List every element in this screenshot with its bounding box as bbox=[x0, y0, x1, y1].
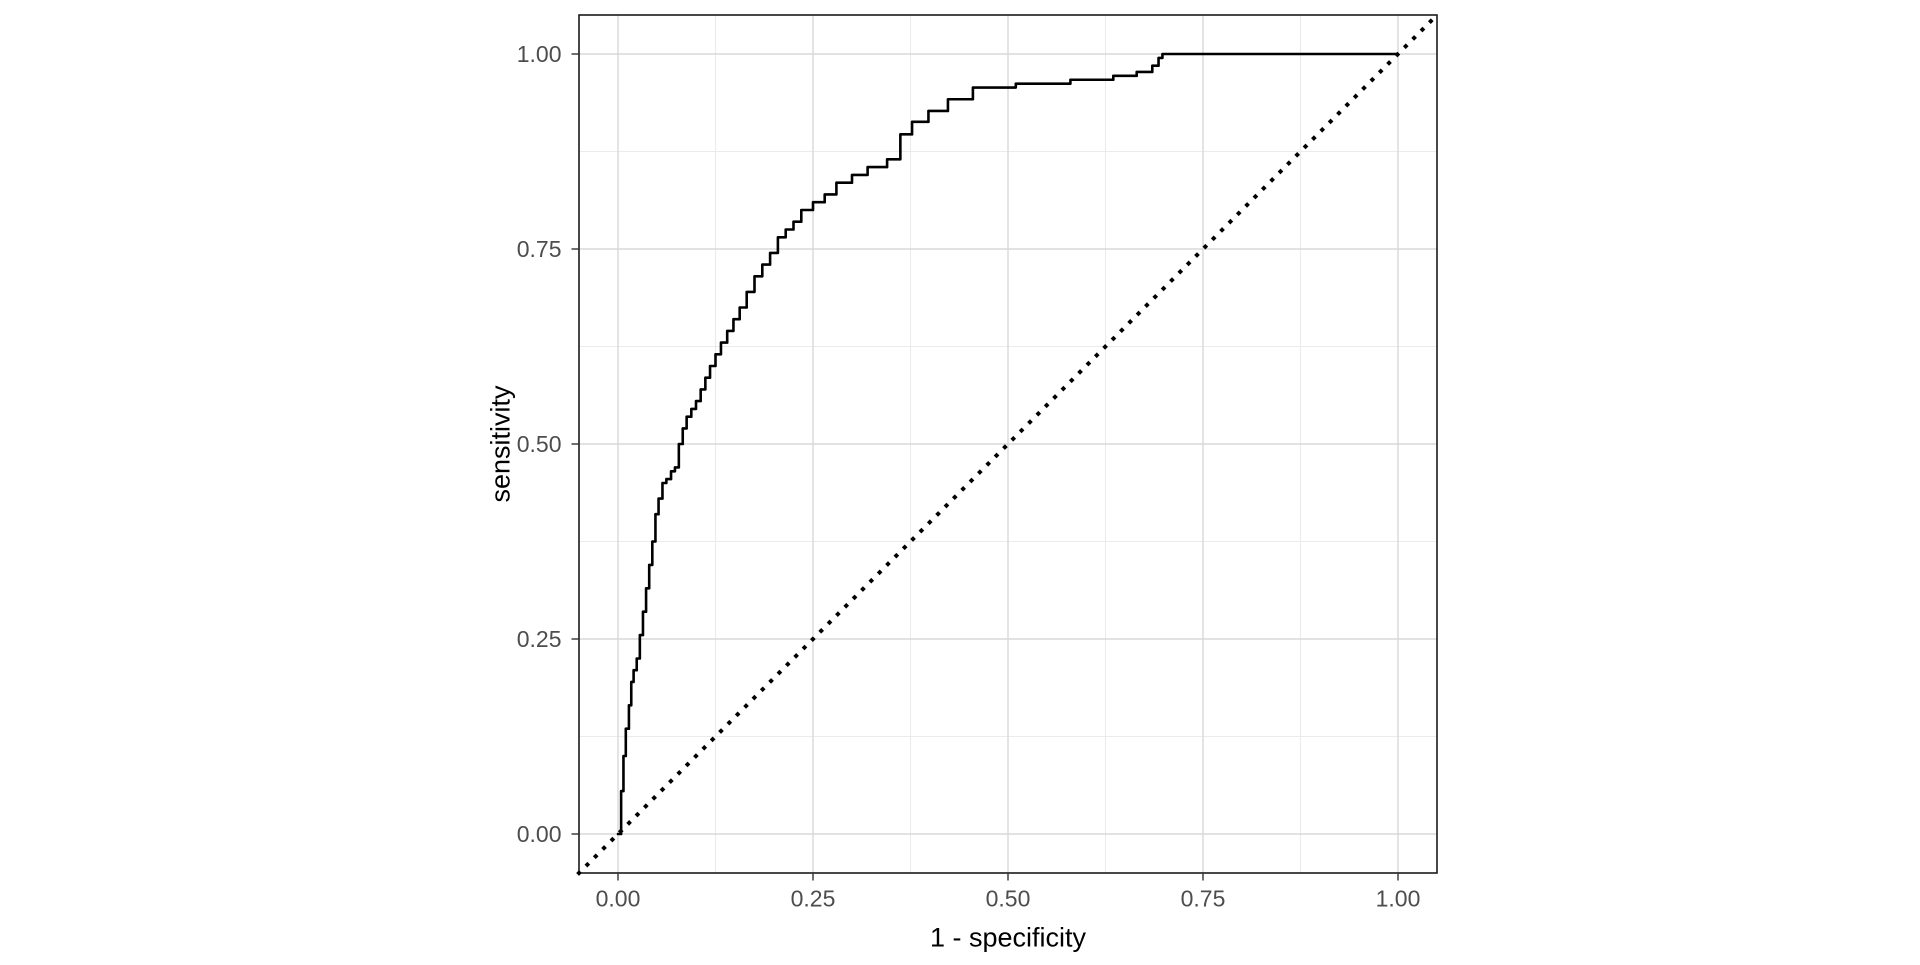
svg-text:1 - specificity: 1 - specificity bbox=[930, 923, 1087, 953]
svg-text:1.00: 1.00 bbox=[1376, 886, 1421, 912]
svg-text:sensitivity: sensitivity bbox=[486, 385, 516, 503]
svg-text:0.00: 0.00 bbox=[596, 886, 641, 912]
svg-text:0.50: 0.50 bbox=[517, 431, 562, 457]
svg-text:0.50: 0.50 bbox=[986, 886, 1031, 912]
svg-text:0.25: 0.25 bbox=[517, 626, 562, 652]
svg-text:1.00: 1.00 bbox=[517, 41, 562, 67]
svg-text:0.00: 0.00 bbox=[517, 821, 562, 847]
svg-text:0.75: 0.75 bbox=[517, 236, 562, 262]
svg-text:0.75: 0.75 bbox=[1181, 886, 1226, 912]
svg-text:0.25: 0.25 bbox=[791, 886, 836, 912]
